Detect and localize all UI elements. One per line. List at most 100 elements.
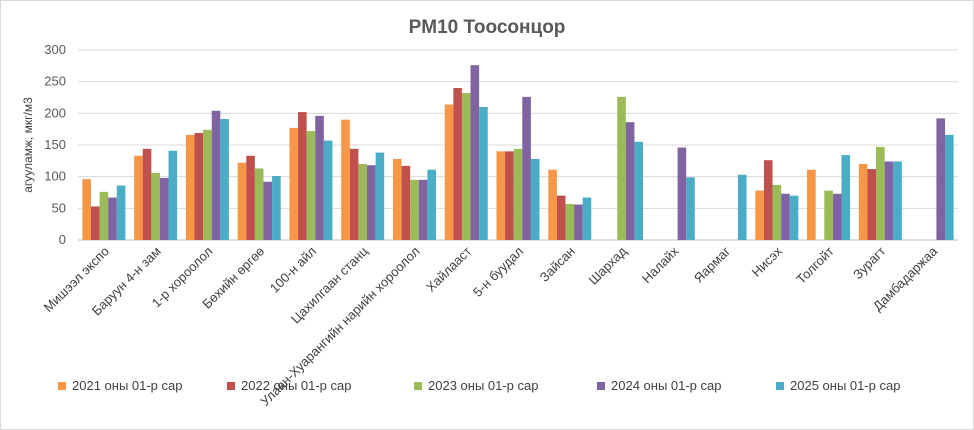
chart-legend: 2021 оны 01-р сар 2022 оны 01-р сар 2023 о… — [0, 378, 974, 400]
bar — [185, 134, 195, 240]
bar — [867, 169, 877, 240]
bar — [272, 176, 281, 240]
y-tick-label: 200 — [44, 105, 66, 120]
bar — [470, 65, 480, 240]
legend-swatch — [58, 381, 66, 390]
legend-label: 2023 оны 01-р сар — [428, 378, 539, 393]
bar — [841, 155, 851, 240]
bar — [254, 168, 264, 240]
bar — [116, 185, 126, 240]
bar — [99, 191, 109, 240]
bar — [548, 169, 557, 240]
bar — [298, 112, 307, 240]
x-tick-label: Яармаг — [691, 243, 733, 285]
bar — [151, 172, 160, 240]
bar — [349, 148, 359, 240]
y-tick-label: 250 — [44, 74, 66, 89]
bar — [807, 169, 816, 240]
bar — [522, 96, 531, 240]
legend-label: 2022 оны 01-р сар — [241, 378, 352, 393]
bar — [444, 104, 454, 240]
bar — [401, 165, 411, 240]
bar — [461, 93, 471, 240]
x-tick-label: Толгойт — [793, 243, 836, 286]
legend-item: 2023 оны 01-р сар — [414, 378, 539, 393]
bar — [82, 179, 91, 240]
y-tick-label: 0 — [59, 232, 66, 247]
legend-item: 2025 оны 01-р сар — [776, 378, 901, 393]
bar — [824, 190, 833, 240]
bar — [582, 197, 592, 240]
bar — [530, 158, 540, 240]
bar — [410, 179, 419, 240]
legend-label: 2024 оны 01-р сар — [611, 378, 722, 393]
bar — [211, 110, 221, 240]
bar — [315, 115, 324, 240]
bar — [634, 141, 644, 240]
bar — [159, 177, 169, 240]
bar — [418, 179, 428, 240]
x-tick-label: Зурагт — [850, 243, 888, 281]
bar — [246, 155, 255, 240]
x-tick-label: 100-н айл — [267, 244, 319, 296]
legend-item: 2022 оны 01-р сар — [227, 378, 352, 393]
bar — [737, 174, 747, 240]
bar — [358, 164, 368, 240]
x-tick-label: Хайлааст — [423, 243, 474, 294]
bar — [168, 150, 178, 240]
bar — [194, 132, 204, 240]
x-tick-label: Шархад — [586, 243, 630, 287]
y-tick-label: 50 — [52, 200, 66, 215]
bar — [781, 193, 790, 240]
bar — [263, 181, 273, 240]
bar — [763, 160, 773, 240]
bar — [884, 161, 894, 240]
bar — [556, 195, 566, 240]
bar — [505, 151, 514, 240]
bar — [367, 165, 376, 240]
x-tick-label: Налайх — [639, 243, 682, 286]
bar — [479, 107, 488, 240]
bar — [574, 204, 583, 240]
bar — [134, 155, 143, 240]
bar — [341, 119, 350, 240]
y-tick-label: 100 — [44, 169, 66, 184]
bar — [203, 129, 212, 240]
chart-title: PM10 Тоосонцор — [408, 17, 566, 38]
bar — [789, 195, 799, 240]
bar — [565, 203, 575, 240]
legend-swatch — [414, 381, 422, 390]
bar — [677, 147, 687, 240]
bar — [625, 122, 635, 240]
bar — [289, 127, 299, 240]
bar — [323, 140, 333, 240]
bar — [686, 177, 695, 240]
bar — [496, 151, 506, 240]
bar — [220, 119, 229, 240]
bar — [832, 193, 842, 240]
bar — [617, 96, 626, 240]
bar — [237, 162, 247, 240]
y-tick-label: 150 — [44, 137, 66, 152]
x-tick-label: 5-н буудал — [470, 244, 526, 300]
x-tick-label: Нисэх — [749, 243, 786, 280]
x-tick-label: Зайсан — [537, 244, 578, 285]
legend-label: 2021 оны 01-р сар — [72, 378, 183, 393]
legend-item: 2024 оны 01-р сар — [597, 378, 722, 393]
bar — [306, 131, 316, 240]
bar — [772, 184, 782, 240]
bar — [392, 158, 402, 240]
bar — [375, 152, 385, 240]
bar — [755, 190, 764, 240]
legend-swatch — [227, 381, 235, 390]
bar — [90, 206, 100, 240]
bar — [513, 148, 523, 240]
bar — [427, 169, 436, 240]
y-tick-label: 300 — [44, 42, 66, 57]
bar — [108, 197, 117, 240]
bar — [876, 146, 885, 240]
legend-item: 2021 оны 01-р сар — [58, 378, 183, 393]
legend-swatch — [776, 381, 784, 390]
y-axis-label: агууламж, мкг/м3 — [21, 97, 35, 193]
